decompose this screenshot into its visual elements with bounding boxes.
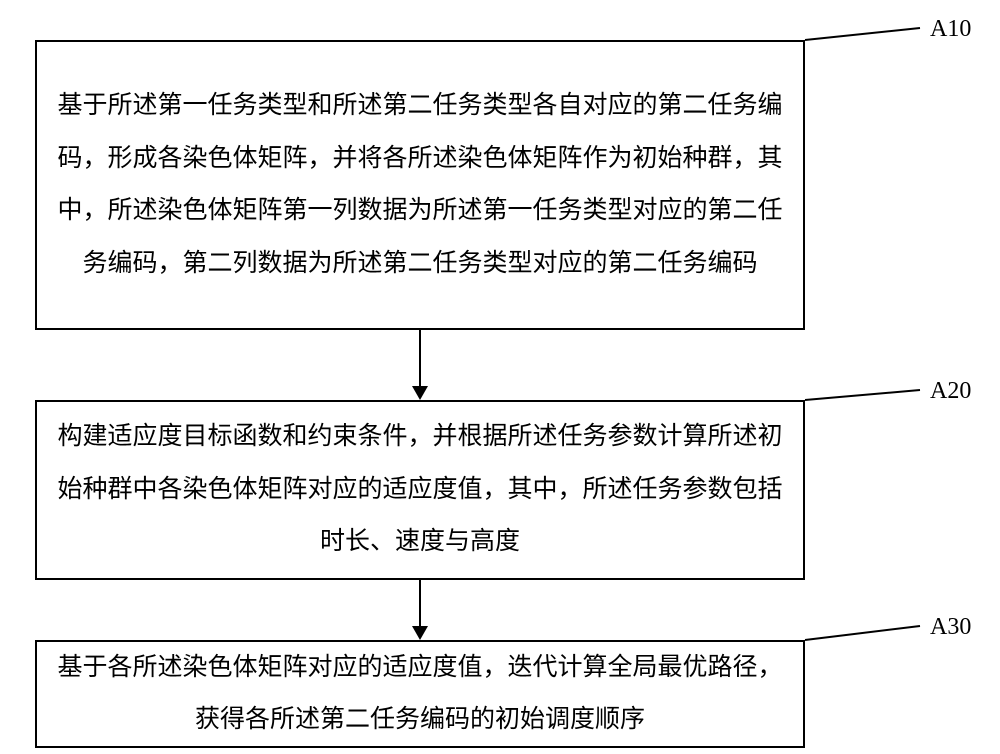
- node-label-a10: A10: [930, 16, 971, 43]
- node-label-a20: A20: [930, 378, 971, 405]
- flow-node-a20-text: 构建适应度目标函数和约束条件，并根据所述任务参数计算所述初始种群中各染色体矩阵对…: [57, 411, 783, 569]
- flow-node-a30: 基于各所述染色体矩阵对应的适应度值，迭代计算全局最优路径，获得各所述第二任务编码…: [35, 640, 805, 748]
- flow-node-a10-text: 基于所述第一任务类型和所述第二任务类型各自对应的第二任务编码，形成各染色体矩阵，…: [57, 80, 783, 290]
- flowchart-canvas: 基于所述第一任务类型和所述第二任务类型各自对应的第二任务编码，形成各染色体矩阵，…: [0, 0, 1000, 754]
- flow-node-a10: 基于所述第一任务类型和所述第二任务类型各自对应的第二任务编码，形成各染色体矩阵，…: [35, 40, 805, 330]
- node-label-a30: A30: [930, 614, 971, 641]
- flow-node-a30-text: 基于各所述染色体矩阵对应的适应度值，迭代计算全局最优路径，获得各所述第二任务编码…: [57, 642, 783, 747]
- flow-node-a20: 构建适应度目标函数和约束条件，并根据所述任务参数计算所述初始种群中各染色体矩阵对…: [35, 400, 805, 580]
